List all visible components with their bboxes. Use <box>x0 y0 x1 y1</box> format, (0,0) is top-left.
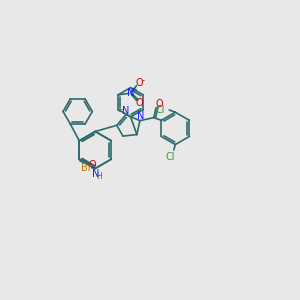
Text: O: O <box>136 98 143 108</box>
Text: -: - <box>141 76 144 85</box>
Text: O: O <box>155 99 163 109</box>
Text: Br: Br <box>81 164 92 173</box>
Text: Cl: Cl <box>155 105 165 115</box>
Text: H: H <box>96 172 102 182</box>
Text: N: N <box>92 169 100 179</box>
Text: N: N <box>122 106 129 116</box>
Text: +: + <box>131 87 137 93</box>
Text: =: = <box>117 106 124 115</box>
Text: N: N <box>128 88 135 98</box>
Text: Cl: Cl <box>166 152 175 162</box>
Text: O: O <box>88 160 96 170</box>
Text: O: O <box>136 78 143 88</box>
Text: N: N <box>137 111 144 121</box>
